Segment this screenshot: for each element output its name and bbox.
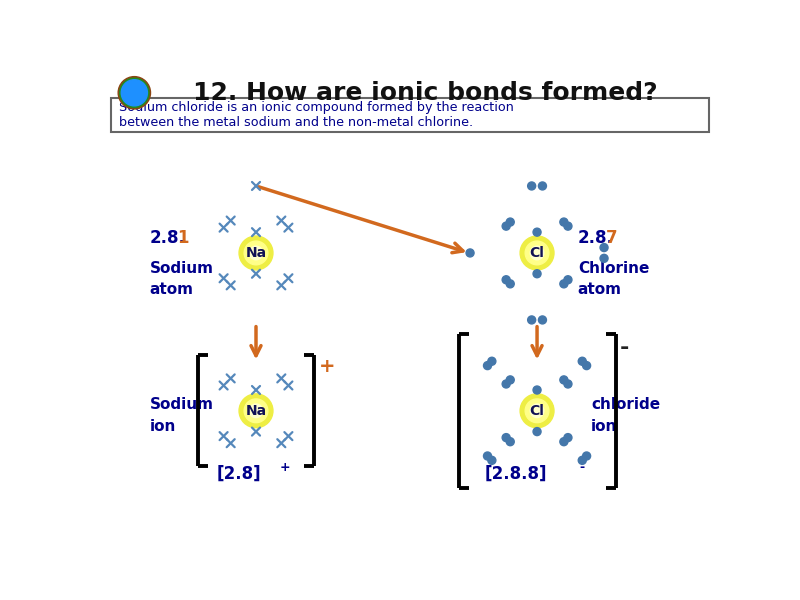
Circle shape [506, 280, 514, 288]
Text: -: - [620, 338, 630, 358]
Circle shape [600, 244, 608, 251]
Circle shape [564, 222, 572, 230]
Circle shape [118, 77, 150, 109]
Circle shape [533, 270, 541, 278]
Circle shape [530, 246, 544, 260]
Circle shape [520, 394, 554, 428]
Circle shape [244, 399, 268, 422]
Text: Na: Na [246, 404, 266, 418]
Circle shape [538, 182, 546, 190]
Circle shape [488, 357, 496, 365]
Circle shape [530, 404, 544, 418]
Circle shape [502, 222, 510, 230]
Circle shape [250, 246, 262, 260]
Text: +: + [319, 356, 336, 376]
Circle shape [533, 386, 541, 394]
Circle shape [582, 362, 590, 370]
Circle shape [483, 362, 491, 370]
Text: Sodium chloride is an ionic compound formed by the reaction
between the metal so: Sodium chloride is an ionic compound for… [119, 101, 514, 129]
Text: +: + [280, 461, 290, 474]
Text: Cl: Cl [530, 246, 545, 260]
Circle shape [600, 254, 608, 262]
FancyBboxPatch shape [111, 98, 709, 132]
Circle shape [578, 357, 586, 365]
Circle shape [528, 182, 536, 190]
Circle shape [525, 241, 549, 265]
Text: ion: ion [150, 419, 176, 434]
Circle shape [533, 228, 541, 236]
Circle shape [564, 434, 572, 442]
Text: Chlorine: Chlorine [578, 261, 650, 276]
Circle shape [560, 280, 568, 288]
Circle shape [533, 428, 541, 436]
Text: [2.8.8]: [2.8.8] [484, 465, 546, 483]
Circle shape [560, 218, 568, 226]
Circle shape [525, 399, 549, 422]
Circle shape [239, 236, 273, 270]
Circle shape [506, 437, 514, 446]
Circle shape [528, 316, 536, 324]
Text: -: - [579, 461, 585, 474]
Circle shape [538, 316, 546, 324]
Text: chloride: chloride [591, 397, 660, 412]
Circle shape [560, 376, 568, 384]
Text: 1: 1 [178, 229, 189, 247]
Circle shape [466, 249, 474, 257]
Text: 7: 7 [606, 229, 618, 247]
Circle shape [502, 380, 510, 388]
Circle shape [250, 404, 262, 418]
Text: ion: ion [591, 419, 618, 434]
Text: 2.8.: 2.8. [578, 229, 614, 247]
Circle shape [239, 394, 273, 428]
Circle shape [502, 276, 510, 284]
Circle shape [564, 380, 572, 388]
Text: 2.8.: 2.8. [150, 229, 186, 247]
Text: Sodium: Sodium [150, 397, 214, 412]
Text: Na: Na [246, 246, 266, 260]
Circle shape [244, 241, 268, 265]
Circle shape [520, 236, 554, 270]
Circle shape [578, 457, 586, 464]
Text: atom: atom [578, 281, 622, 296]
Circle shape [122, 80, 147, 106]
Text: Sodium: Sodium [150, 261, 214, 276]
Circle shape [506, 376, 514, 384]
Text: atom: atom [150, 281, 194, 296]
Circle shape [506, 218, 514, 226]
Circle shape [120, 78, 149, 107]
Text: 12. How are ionic bonds formed?: 12. How are ionic bonds formed? [193, 81, 658, 105]
Circle shape [560, 437, 568, 446]
Circle shape [564, 276, 572, 284]
Circle shape [488, 457, 496, 464]
Circle shape [582, 452, 590, 460]
Text: Cl: Cl [530, 404, 545, 418]
Text: [2.8]: [2.8] [217, 465, 262, 483]
Circle shape [502, 434, 510, 442]
Circle shape [483, 452, 491, 460]
